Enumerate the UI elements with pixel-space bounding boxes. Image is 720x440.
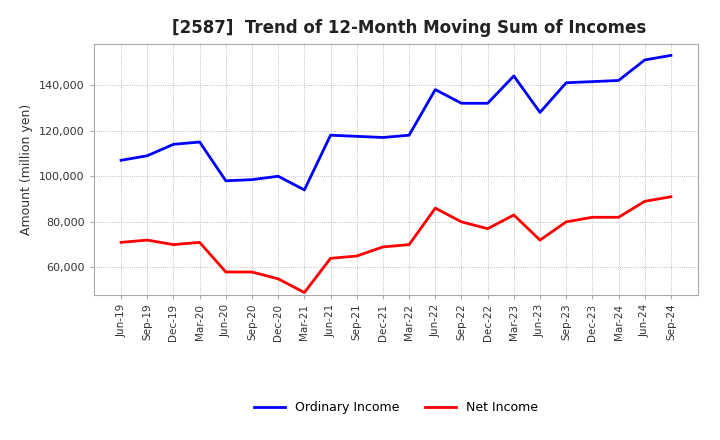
- Ordinary Income: [431, 87, 440, 92]
- Net Income: [510, 213, 518, 218]
- Y-axis label: Amount (million yen): Amount (million yen): [20, 104, 33, 235]
- Net Income: [326, 256, 335, 261]
- Ordinary Income: [143, 153, 152, 158]
- Net Income: [483, 226, 492, 231]
- Line: Ordinary Income: Ordinary Income: [121, 55, 671, 190]
- Net Income: [562, 219, 570, 224]
- Ordinary Income: [326, 132, 335, 138]
- Ordinary Income: [117, 158, 125, 163]
- Ordinary Income: [222, 178, 230, 183]
- Ordinary Income: [614, 78, 623, 83]
- Text: [2587]  Trend of 12-Month Moving Sum of Incomes: [2587] Trend of 12-Month Moving Sum of I…: [172, 19, 647, 37]
- Ordinary Income: [352, 134, 361, 139]
- Net Income: [248, 269, 256, 275]
- Ordinary Income: [640, 57, 649, 62]
- Ordinary Income: [510, 73, 518, 79]
- Net Income: [222, 269, 230, 275]
- Net Income: [640, 199, 649, 204]
- Ordinary Income: [457, 101, 466, 106]
- Net Income: [379, 244, 387, 249]
- Net Income: [405, 242, 413, 247]
- Net Income: [614, 215, 623, 220]
- Net Income: [300, 290, 309, 295]
- Ordinary Income: [562, 80, 570, 85]
- Ordinary Income: [379, 135, 387, 140]
- Ordinary Income: [536, 110, 544, 115]
- Ordinary Income: [274, 174, 282, 179]
- Ordinary Income: [195, 139, 204, 145]
- Net Income: [588, 215, 597, 220]
- Net Income: [143, 238, 152, 243]
- Net Income: [274, 276, 282, 282]
- Legend: Ordinary Income, Net Income: Ordinary Income, Net Income: [249, 396, 543, 419]
- Net Income: [431, 205, 440, 211]
- Ordinary Income: [483, 101, 492, 106]
- Ordinary Income: [248, 177, 256, 182]
- Net Income: [667, 194, 675, 199]
- Net Income: [117, 240, 125, 245]
- Net Income: [195, 240, 204, 245]
- Net Income: [352, 253, 361, 259]
- Ordinary Income: [405, 132, 413, 138]
- Ordinary Income: [588, 79, 597, 84]
- Net Income: [457, 219, 466, 224]
- Line: Net Income: Net Income: [121, 197, 671, 293]
- Net Income: [536, 238, 544, 243]
- Ordinary Income: [667, 53, 675, 58]
- Ordinary Income: [169, 142, 178, 147]
- Net Income: [169, 242, 178, 247]
- Ordinary Income: [300, 187, 309, 193]
